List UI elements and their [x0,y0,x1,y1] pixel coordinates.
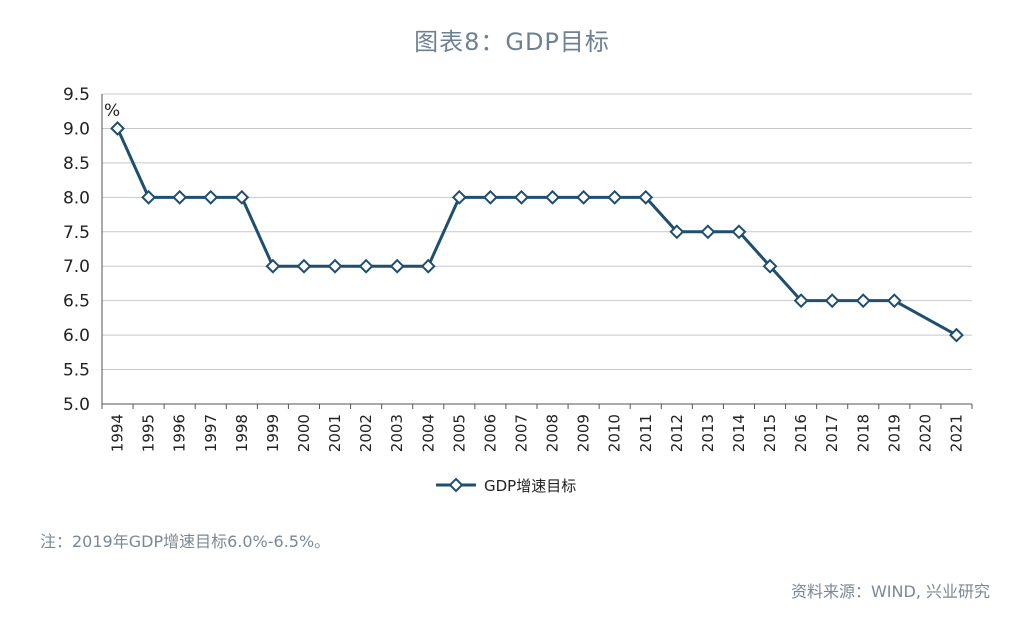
x-tick-label: 2017 [823,414,841,452]
x-tick-label: 2015 [761,414,779,452]
x-tick-label: 2006 [481,414,499,452]
data-point-marker [234,189,250,205]
data-point-marker [265,258,281,274]
chart-title: 图表8：GDP目标 [414,28,610,56]
y-tick-label: 7.5 [63,223,90,243]
y-tick-label: 5.0 [63,395,90,415]
x-tick-label: 2014 [730,414,748,452]
x-tick-label: 2002 [357,414,375,452]
y-tick-labels: 5.0 5.5 6.0 6.5 7.0 7.5 8.0 8.5 9.0 9.5 [63,85,90,415]
x-tick-label: 1999 [264,414,282,452]
legend: GDP增速目标 [436,477,576,495]
data-point-marker [172,189,188,205]
x-tick-labels: 1994 1995 1996 1997 1998 1999 2000 2001 2002 2003… [109,414,966,452]
data-point-marker [886,293,902,309]
x-tick-label: 2021 [947,414,965,452]
data-point-marker [700,224,716,240]
x-tick-label: 2004 [419,414,437,452]
x-tick-label: 2008 [544,414,562,452]
x-tick-label: 2019 [885,414,903,452]
x-tick-label: 2011 [637,414,655,452]
data-point-marker [824,293,840,309]
x-tick-label: 2013 [699,414,717,452]
y-tick-label: 8.0 [63,188,90,208]
gridlines [102,93,972,405]
legend-label: GDP增速目标 [484,477,576,495]
data-point-marker [514,189,529,205]
x-tick-label: 1996 [171,414,189,452]
legend-marker-diamond [448,477,464,493]
y-tick-label: 8.5 [63,154,90,174]
x-tick-label: 1995 [140,414,158,452]
data-point-marker [327,258,343,274]
data-point-marker [358,258,374,274]
data-point-marker [389,258,405,274]
x-tick-label: 2000 [295,414,313,452]
x-tick-label: 2016 [792,414,810,452]
series-layer [110,121,964,343]
data-point-marker [793,293,809,309]
y-tick-label: 5.5 [63,361,90,381]
data-point-marker [110,121,125,136]
x-tick-label: 2010 [606,414,624,452]
data-point-marker [576,189,592,205]
x-tick-label: 2009 [575,414,593,452]
y-tick-label: 9.0 [63,119,90,139]
data-point-marker [451,189,467,205]
x-tick-label: 1994 [109,414,127,452]
footnote: 注：2019年GDP增速目标6.0%-6.5%。 [40,532,331,551]
data-point-marker [203,189,219,205]
x-tick-label: 2005 [450,414,468,452]
x-tick-label: 2018 [854,414,872,452]
x-tick-label: 1997 [202,414,220,452]
x-tick-label: 2007 [512,414,530,452]
x-tick-label: 2020 [916,414,934,452]
data-point-marker [141,189,157,205]
x-tick-label: 1998 [233,414,251,452]
data-point-marker [607,189,623,205]
data-point-marker [296,258,312,274]
data-point-marker [545,189,560,205]
y-tick-label: 9.5 [63,85,90,105]
data-point-marker [949,327,964,343]
data-point-marker [669,224,685,240]
y-tick-label: 7.0 [63,257,90,277]
data-point-marker [482,189,498,205]
x-tick-label: 2001 [326,414,344,452]
x-tick-label: 2012 [668,414,686,452]
data-point-marker [731,224,747,240]
x-tick-label: 2003 [388,414,406,452]
data-point-marker [420,258,436,274]
data-point-marker [638,189,654,205]
source-credit: 资料来源：WIND, 兴业研究 [790,582,990,601]
y-unit-label: % [104,101,120,121]
axes [101,94,973,409]
y-tick-label: 6.0 [63,326,90,346]
y-tick-label: 6.5 [63,292,90,312]
data-point-marker [762,258,778,274]
data-point-marker [855,293,871,309]
